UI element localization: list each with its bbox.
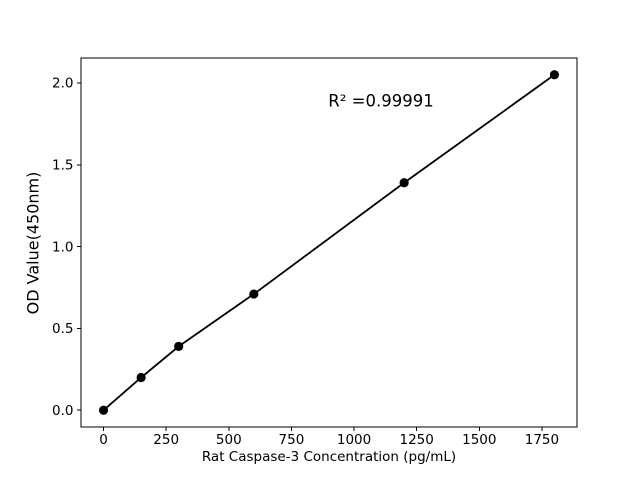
y-tick-label: 0.5: [52, 321, 73, 337]
data-point-marker: [174, 341, 184, 352]
x-tick-label: 750: [279, 432, 305, 448]
data-point-marker: [399, 178, 409, 188]
y-tick-label: 1.0: [52, 239, 73, 255]
y-tick-label: 1.5: [52, 157, 73, 173]
y-tick-label: 2.0: [52, 76, 73, 92]
data-point-marker: [136, 372, 146, 383]
x-tick-label: 1750: [525, 432, 559, 448]
x-tick-label: 0: [99, 432, 108, 448]
x-tick-label: 500: [216, 432, 242, 448]
plot-border: [80, 57, 578, 428]
x-axis-label: Rat Caspase-3 Concentration (pg/mL): [201, 449, 457, 465]
x-tick-label: 1500: [462, 432, 496, 448]
y-axis-label: OD Value(450nm): [23, 171, 43, 315]
data-line: [102, 73, 556, 412]
x-tick-label: 250: [153, 432, 179, 448]
data-point-marker: [249, 289, 259, 299]
data-point-marker: [549, 70, 560, 80]
x-tick-label: 1000: [337, 432, 371, 448]
y-tick-label: 0.0: [52, 403, 73, 419]
data-point-marker: [98, 405, 109, 415]
x-tick-label: 1250: [399, 432, 433, 448]
r-squared-annotation: R² =0.99991: [328, 91, 434, 111]
